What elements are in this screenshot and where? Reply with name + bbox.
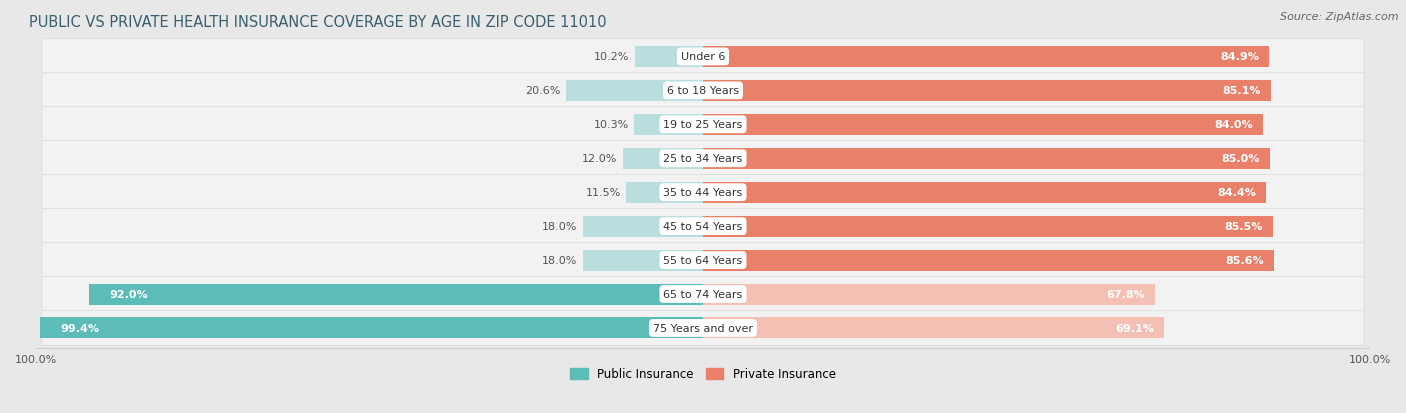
Text: 10.3%: 10.3% xyxy=(593,120,628,130)
Text: 69.1%: 69.1% xyxy=(1115,323,1154,333)
Bar xyxy=(41,318,703,339)
Text: 18.0%: 18.0% xyxy=(543,256,578,266)
Bar xyxy=(90,284,703,305)
FancyBboxPatch shape xyxy=(42,209,1364,244)
Text: PUBLIC VS PRIVATE HEALTH INSURANCE COVERAGE BY AGE IN ZIP CODE 11010: PUBLIC VS PRIVATE HEALTH INSURANCE COVER… xyxy=(30,15,607,30)
FancyBboxPatch shape xyxy=(42,311,1364,346)
Bar xyxy=(626,182,703,203)
FancyBboxPatch shape xyxy=(42,107,1364,142)
Text: 84.4%: 84.4% xyxy=(1218,188,1256,198)
Text: 75 Years and over: 75 Years and over xyxy=(652,323,754,333)
Bar xyxy=(583,216,703,237)
Text: 35 to 44 Years: 35 to 44 Years xyxy=(664,188,742,198)
Bar xyxy=(703,148,1270,169)
Bar xyxy=(703,318,1164,339)
Bar xyxy=(703,216,1274,237)
Text: 55 to 64 Years: 55 to 64 Years xyxy=(664,256,742,266)
Text: 67.8%: 67.8% xyxy=(1107,290,1144,299)
Bar xyxy=(565,81,703,102)
FancyBboxPatch shape xyxy=(42,74,1364,109)
Bar xyxy=(703,114,1263,135)
Bar xyxy=(634,114,703,135)
FancyBboxPatch shape xyxy=(42,40,1364,75)
Bar xyxy=(636,47,703,68)
Text: 10.2%: 10.2% xyxy=(595,52,630,62)
Bar xyxy=(703,250,1274,271)
Text: 85.0%: 85.0% xyxy=(1222,154,1260,164)
Text: 85.6%: 85.6% xyxy=(1225,256,1264,266)
Text: 65 to 74 Years: 65 to 74 Years xyxy=(664,290,742,299)
Text: 85.1%: 85.1% xyxy=(1222,86,1261,96)
Bar xyxy=(703,81,1271,102)
Bar xyxy=(623,148,703,169)
Text: Source: ZipAtlas.com: Source: ZipAtlas.com xyxy=(1281,12,1399,22)
Text: 84.0%: 84.0% xyxy=(1215,120,1253,130)
Text: 20.6%: 20.6% xyxy=(524,86,560,96)
Text: 19 to 25 Years: 19 to 25 Years xyxy=(664,120,742,130)
Text: 12.0%: 12.0% xyxy=(582,154,617,164)
Bar xyxy=(703,182,1265,203)
Bar xyxy=(703,284,1156,305)
Bar xyxy=(583,250,703,271)
Text: 11.5%: 11.5% xyxy=(586,188,621,198)
FancyBboxPatch shape xyxy=(42,175,1364,210)
FancyBboxPatch shape xyxy=(42,141,1364,176)
Text: 18.0%: 18.0% xyxy=(543,222,578,232)
Text: 84.9%: 84.9% xyxy=(1220,52,1260,62)
FancyBboxPatch shape xyxy=(42,243,1364,278)
Text: 25 to 34 Years: 25 to 34 Years xyxy=(664,154,742,164)
Text: Under 6: Under 6 xyxy=(681,52,725,62)
Text: 45 to 54 Years: 45 to 54 Years xyxy=(664,222,742,232)
Text: 92.0%: 92.0% xyxy=(110,290,148,299)
Legend: Public Insurance, Private Insurance: Public Insurance, Private Insurance xyxy=(565,363,841,385)
FancyBboxPatch shape xyxy=(42,277,1364,312)
Bar xyxy=(703,47,1270,68)
Text: 6 to 18 Years: 6 to 18 Years xyxy=(666,86,740,96)
Text: 99.4%: 99.4% xyxy=(60,323,100,333)
Text: 85.5%: 85.5% xyxy=(1225,222,1263,232)
